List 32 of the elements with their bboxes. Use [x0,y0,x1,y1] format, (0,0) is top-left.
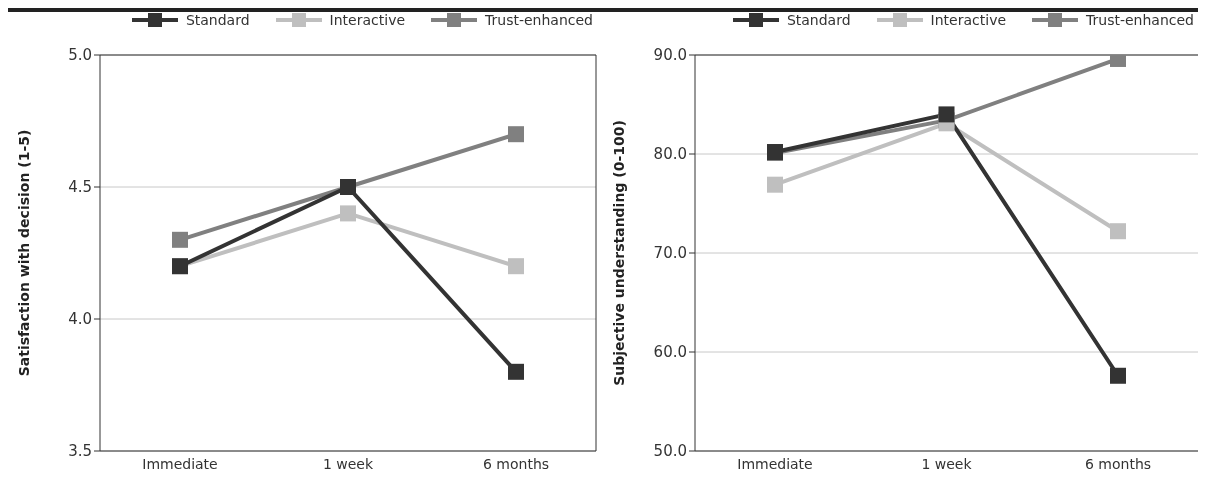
point [1110,223,1126,240]
legend-label: Trust-enhanced [1085,12,1194,28]
legend-label: Interactive [328,12,406,28]
y-tick-label: 50.0 [653,442,687,461]
y-tick-label: 90.0 [653,46,687,65]
y-tick-label: 5.0 [68,46,92,65]
x-tick-label: 1 week [921,455,973,472]
x-tick-label: 6 months [482,455,550,472]
point [508,258,524,275]
point [1110,367,1126,384]
point [172,231,188,248]
point [938,106,955,123]
y-tick-label: 70.0 [653,244,687,263]
y-tick-label: 60.0 [653,343,687,362]
legend-label: Trust-enhanced [484,12,593,28]
y-axis-title: Satisfaction with decision (1-5) [15,129,32,377]
legend-label: Standard [184,12,250,28]
y-axis-title: Subjective understanding (0-100) [610,120,627,386]
point [767,176,783,193]
x-tick-label: 1 week [322,455,374,472]
y-tick-label: 80.0 [653,145,687,164]
legend-label: Standard [785,12,851,28]
y-tick-label: 4.0 [68,310,92,329]
point [340,205,356,222]
point [508,363,524,380]
y-tick-label: 3.5 [68,442,92,461]
x-tick-label: Immediate [737,455,813,472]
legend-label: Interactive [929,12,1007,28]
x-tick-label: 6 months [1084,455,1152,472]
y-tick-label: 4.5 [68,178,92,197]
point [508,126,524,143]
x-tick-label: Immediate [142,455,218,472]
